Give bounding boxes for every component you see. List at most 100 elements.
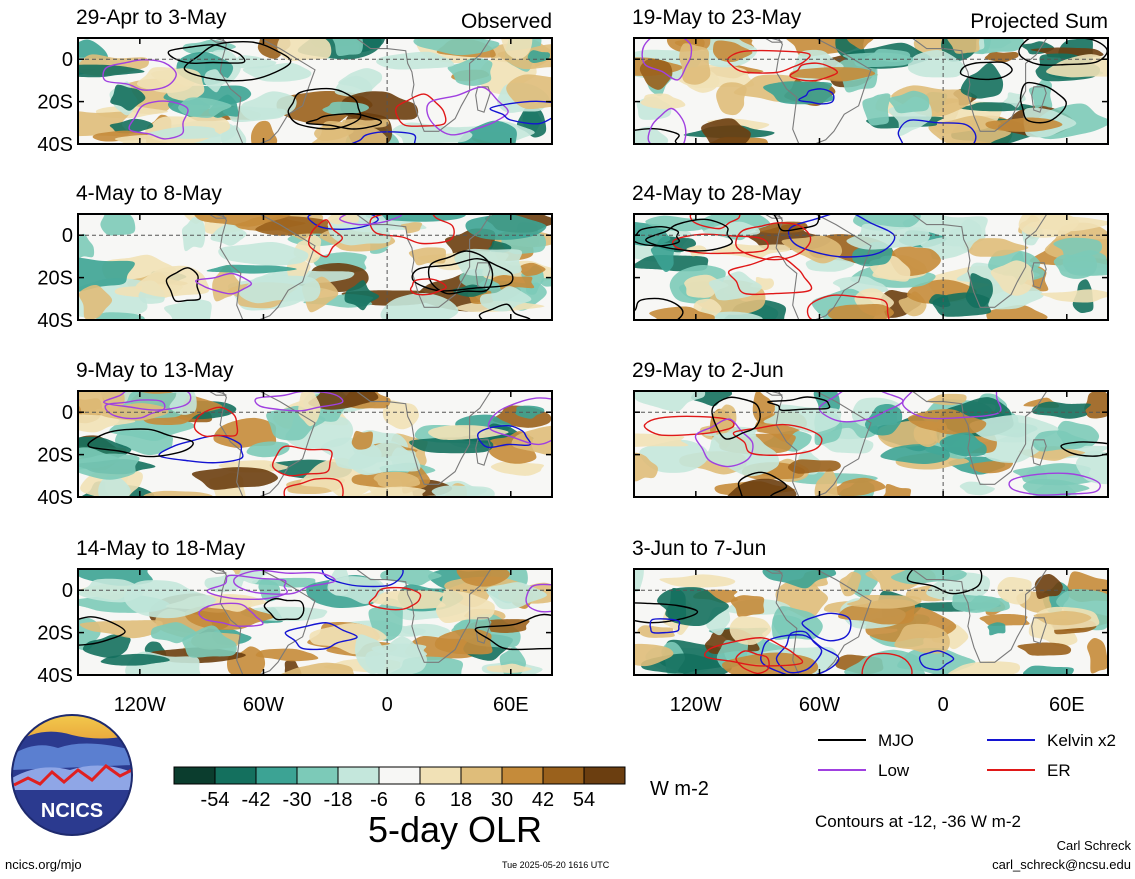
contour-line (861, 652, 913, 675)
colorbar-swatch (296, 766, 339, 785)
olr-shade (712, 40, 753, 63)
olr-shade (409, 437, 494, 454)
contour-line (906, 569, 983, 595)
olr-shade (78, 64, 145, 78)
coastline (911, 569, 1048, 663)
olr-shade (926, 572, 991, 601)
coastline (219, 214, 316, 320)
units-label: W m-2 (650, 778, 709, 800)
olr-shade (255, 648, 319, 662)
panel-period: 3-Jun to 7-Jun (632, 537, 766, 560)
x-tick-label: 120W (670, 694, 722, 716)
olr-shade (457, 120, 517, 144)
panel-frame (633, 390, 1109, 498)
olr-shade (184, 602, 275, 630)
colorbar-tick-label: 42 (532, 789, 554, 811)
x-tick-label: 60W (799, 694, 840, 716)
x-tick-label: 0 (938, 694, 949, 716)
olr-shade (465, 214, 547, 240)
contour-line (735, 650, 770, 675)
olr-shade (82, 634, 131, 659)
author-email: carl_schreck@ncsu.edu (992, 857, 1131, 872)
olr-shade (193, 214, 292, 227)
olr-shade (78, 453, 140, 480)
colorbar-swatch (255, 766, 298, 785)
olr-shade (354, 634, 386, 675)
olr-shade (997, 577, 1032, 605)
y-tick-label: 0 (62, 49, 73, 71)
colorbar-swatch (583, 766, 626, 785)
contour-line (321, 569, 404, 588)
panel-frame (633, 568, 1109, 676)
olr-shade (959, 481, 995, 496)
olr-shade (987, 622, 1006, 636)
contour-line (271, 445, 333, 477)
olr-shade (634, 643, 674, 667)
colorbar-swatch (173, 766, 216, 785)
colorbar-tick-label: -42 (242, 789, 271, 811)
panel-1-1: 24-May to 28-May (632, 182, 1109, 321)
olr-shade (752, 391, 776, 424)
olr-shade (1053, 237, 1103, 258)
contour-line (284, 622, 358, 651)
panel-period: 9-May to 13-May (76, 359, 234, 382)
olr-shade (929, 294, 951, 308)
contour-line (801, 612, 852, 642)
coastline (219, 38, 316, 144)
contour-line (409, 278, 447, 296)
olr-shade (151, 68, 205, 101)
y-tick-label: 20S (37, 445, 73, 467)
olr-shade (334, 75, 373, 97)
contour-line (647, 107, 687, 144)
colorbar-swatch (501, 766, 544, 785)
x-tick-label: 120W (114, 694, 166, 716)
colorbar-tick-label: -54 (201, 789, 230, 811)
olr-shade (787, 459, 841, 474)
olr-shade (979, 613, 1030, 626)
olr-shade (96, 312, 145, 320)
panel-period: 29-May to 2-Jun (632, 359, 784, 382)
olr-shade (702, 221, 761, 237)
contour-line (767, 396, 831, 412)
olr-shade (637, 625, 675, 638)
olr-shade (169, 391, 197, 415)
chart-title: 5-day OLR (368, 809, 542, 850)
olr-shade (927, 393, 967, 406)
olr-shade (1018, 214, 1080, 238)
olr-shade (1022, 479, 1090, 497)
y-tick-label: 20S (37, 268, 73, 290)
contour-line (233, 569, 336, 595)
olr-shade (907, 50, 965, 78)
olr-shade (348, 441, 421, 476)
contour-line (183, 40, 292, 82)
olr-shade (100, 653, 170, 666)
olr-shade (730, 595, 765, 618)
olr-shade (1040, 289, 1108, 303)
olr-shade (990, 260, 1034, 296)
olr-shade (255, 216, 334, 236)
contour-line (102, 59, 177, 91)
panel-1-3: 3-Jun to 7-Jun 120W 60W 0 60E (632, 537, 1109, 716)
contour-line (103, 391, 192, 411)
contour-line (818, 391, 904, 423)
olr-shade (716, 82, 747, 116)
colorbar-tick-label: 54 (573, 789, 595, 811)
olr-shade (327, 214, 359, 225)
contour-line (307, 219, 344, 258)
logo-temperature-line (13, 764, 132, 787)
olr-shade (98, 475, 131, 497)
colorbar-tick-label: -30 (283, 789, 312, 811)
source-url: ncics.org/mjo (5, 857, 82, 872)
contour-line (305, 112, 382, 130)
logo-ring (11, 714, 133, 836)
panel-1-0: 19-May to 23-May Projected Sum (632, 6, 1109, 145)
contour-line (78, 616, 126, 646)
olr-shade (966, 595, 1010, 612)
colorbar-tick-label: -6 (370, 789, 388, 811)
coastline (911, 38, 1048, 132)
contour-line (760, 634, 840, 675)
coastline (1031, 86, 1047, 113)
olr-shade (634, 452, 658, 482)
legend-label: ER (1047, 761, 1071, 780)
olr-shade (218, 242, 309, 266)
